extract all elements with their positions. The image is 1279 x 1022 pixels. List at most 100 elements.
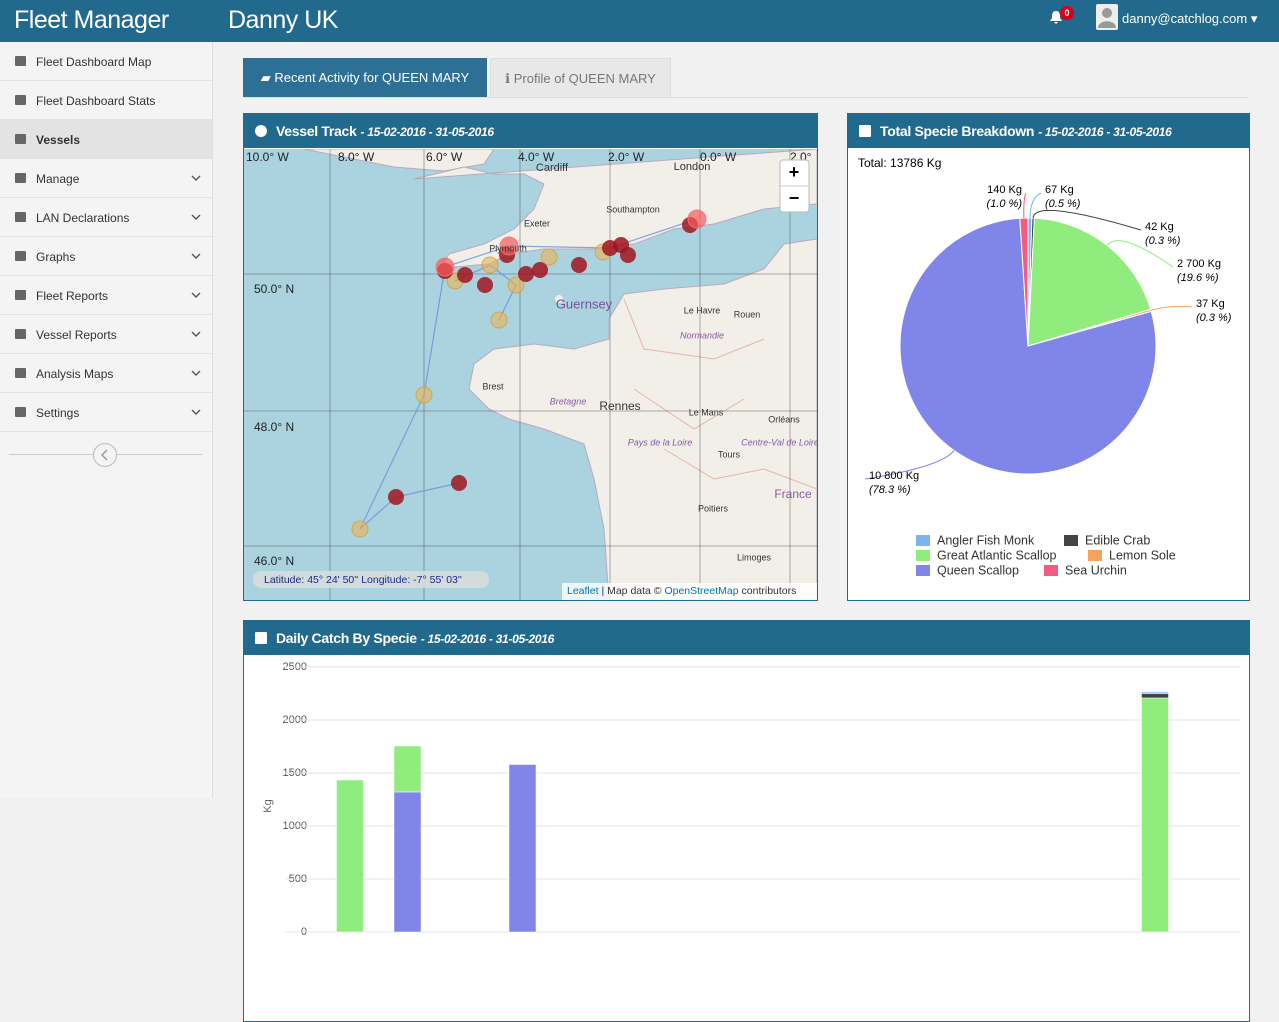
tab[interactable]: ℹ Profile of QUEEN MARY <box>490 58 671 97</box>
track-point <box>532 262 548 278</box>
place-label: Plymouth <box>489 243 527 253</box>
panel-subtitle: - 15-02-2016 - 31-05-2016 <box>360 125 494 139</box>
slice-percent: (0.3 %) <box>1196 312 1232 324</box>
bar-segment <box>1141 697 1169 933</box>
avatar[interactable] <box>1096 4 1118 30</box>
nav-icon <box>15 95 26 105</box>
place-label: France <box>774 487 812 501</box>
lon-label: 8.0° W <box>338 150 375 164</box>
coords: Latitude: 45° 24' 50'' Longitude: -7° 55… <box>264 574 462 586</box>
tab-label: Profile of QUEEN MARY <box>513 71 656 86</box>
pie-slice <box>1027 217 1152 347</box>
zoom-in[interactable]: + <box>789 162 800 182</box>
attribution-box <box>562 583 817 600</box>
osm-link[interactable]: OpenStreetMap <box>664 585 738 597</box>
bell-icon[interactable] <box>1049 10 1063 24</box>
track-point <box>415 386 433 404</box>
track-point <box>481 256 499 274</box>
legend-label[interactable]: Great Atlantic Scallop <box>937 548 1057 562</box>
brand[interactable]: Fleet Manager <box>14 6 169 34</box>
island <box>555 295 563 303</box>
lat-label: 50.0° N <box>254 282 294 296</box>
track-point <box>451 475 467 491</box>
lat-label: 48.0° N <box>254 420 294 434</box>
nav-icon <box>15 407 26 417</box>
place-label: Le Mans <box>689 407 724 417</box>
chevron <box>191 409 201 415</box>
collapse-button[interactable] <box>93 443 117 467</box>
total: Total: 13786 Kg <box>858 156 941 170</box>
legend-label[interactable]: Sea Urchin <box>1065 563 1127 577</box>
top-bar: Fleet Manager Danny UK 0 danny@catchlog.… <box>0 0 1279 42</box>
bar-panel: Daily Catch By Specie - 15-02-2016 - 31-0… <box>243 620 1250 1022</box>
nav-icon <box>15 368 26 378</box>
lon-label: 6.0° W <box>426 150 463 164</box>
place-label: Poitiers <box>698 503 729 513</box>
nav-label: Graphs <box>36 250 76 264</box>
leaflet-link[interactable]: Leaflet <box>567 585 599 597</box>
track-point <box>620 247 636 263</box>
slice-value: 67 Kg <box>1045 184 1074 196</box>
legend-swatch <box>916 535 930 546</box>
notification-badge: 0 <box>1060 6 1074 20</box>
track-point <box>351 520 369 538</box>
nav-item[interactable]: Settings <box>0 393 212 432</box>
leader-line <box>864 450 955 480</box>
nav-icon <box>15 212 26 222</box>
legend-label[interactable]: Lemon Sole <box>1109 548 1176 562</box>
place-labels: Cardiff London Exeter Southampton Plymouth Gu… <box>482 161 817 562</box>
bar-segment <box>336 779 364 933</box>
map[interactable]: 10.0° W 8.0° W 6.0° W 4.0° W 2.0° W 0.0° W 2.0… <box>244 149 817 600</box>
nav-item[interactable]: Vessels <box>0 120 212 159</box>
chevron <box>191 370 201 376</box>
chevron-path <box>191 331 201 337</box>
nav-item[interactable]: Fleet Reports <box>0 276 212 315</box>
tab-rule <box>243 97 1249 98</box>
nav-item[interactable]: Vessel Reports <box>0 315 212 354</box>
place-label: Pays de la Loire <box>628 437 693 447</box>
fleet-title: Danny UK <box>228 6 338 34</box>
bar-segment <box>1141 693 1169 699</box>
nav-label: LAN Declarations <box>36 211 130 225</box>
attribution-text: contributors <box>742 585 797 597</box>
chevron <box>191 253 201 259</box>
chevron-path <box>191 214 201 220</box>
nav-item[interactable]: Graphs <box>0 237 212 276</box>
land <box>468 238 817 600</box>
chevron-path <box>191 292 201 298</box>
leader-line <box>1032 209 1142 231</box>
nav-item[interactable]: Manage <box>0 159 212 198</box>
panel-header: Vessel Track - 15-02-2016 - 31-05-2016 <box>244 114 817 148</box>
nav-item[interactable]: LAN Declarations <box>0 198 212 237</box>
zoom-out[interactable]: − <box>789 188 800 208</box>
nav-item[interactable]: Fleet Dashboard Map <box>0 42 212 81</box>
slice-percent: (1.0 %) <box>987 198 1023 210</box>
user-menu[interactable]: danny@catchlog.com ▾ <box>1122 11 1258 26</box>
legend-label[interactable]: Edible Crab <box>1085 533 1150 547</box>
place-label: Southampton <box>606 204 660 214</box>
lon-label: 0.0° W <box>700 150 737 164</box>
sidebar: Fleet Dashboard Map Fleet Dashboard Stats… <box>0 42 213 798</box>
slice-percent: (19.6 %) <box>1177 272 1219 284</box>
attribution: Leaflet | Map data © OpenStreetMap contr… <box>567 585 796 597</box>
legend-swatch <box>916 565 930 576</box>
nav-item[interactable]: Analysis Maps <box>0 354 212 393</box>
bar-segment <box>1141 691 1169 694</box>
slice-value: 10 800 Kg <box>869 470 919 482</box>
nav-item[interactable]: Fleet Dashboard Stats <box>0 81 212 120</box>
tab-active[interactable]: ▰ Recent Activity for QUEEN MARY <box>243 58 487 97</box>
chevron <box>191 175 201 181</box>
legend-swatch <box>1064 535 1078 546</box>
legend-label[interactable]: Queen Scallop <box>937 563 1019 577</box>
nav-label: Fleet Dashboard Map <box>36 55 152 69</box>
place-label: Brest <box>482 381 504 391</box>
track-point <box>687 209 707 229</box>
chevron-path <box>191 370 201 376</box>
pie-chart: Total: 13786 Kg 67 Kg (0.5 %) 42 Kg (0.3 %)… <box>858 156 1232 577</box>
place-label: Tours <box>718 449 741 459</box>
chevron <box>191 331 201 337</box>
pie-slice <box>899 217 1157 475</box>
legend-label[interactable]: Angler Fish Monk <box>937 533 1035 547</box>
